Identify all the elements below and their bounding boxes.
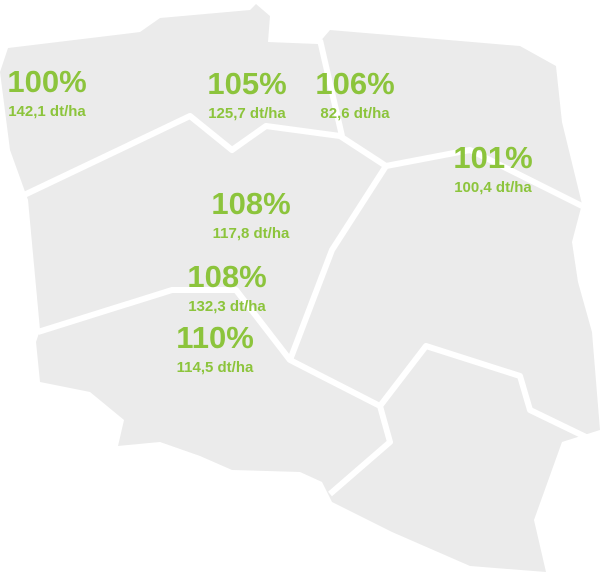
region-yield: 82,6 dt/ha bbox=[320, 105, 390, 122]
region-yield: 132,3 dt/ha bbox=[188, 298, 266, 315]
country-outline bbox=[0, 4, 600, 572]
region-border bbox=[37, 287, 293, 362]
region-border bbox=[385, 147, 584, 209]
region-percent: 106% bbox=[315, 66, 394, 101]
region-border bbox=[377, 343, 594, 443]
region-yield: 114,5 dt/ha bbox=[177, 359, 254, 376]
region-border bbox=[20, 113, 388, 199]
region-yield: 117,8 dt/ha bbox=[213, 225, 290, 242]
region-yield: 100,4 dt/ha bbox=[454, 179, 532, 196]
region-border bbox=[317, 39, 345, 137]
region-yield: 125,7 dt/ha bbox=[208, 105, 286, 122]
region-border bbox=[287, 164, 393, 497]
region-percent: 108% bbox=[187, 259, 266, 294]
region-borders bbox=[20, 39, 594, 497]
region-percent: 100% bbox=[7, 64, 86, 99]
region-percent: 105% bbox=[207, 66, 286, 101]
region-yield: 142,1 dt/ha bbox=[8, 103, 86, 120]
region-percent: 108% bbox=[211, 186, 290, 221]
region-percent: 110% bbox=[176, 320, 254, 355]
region-percent: 101% bbox=[453, 140, 532, 175]
